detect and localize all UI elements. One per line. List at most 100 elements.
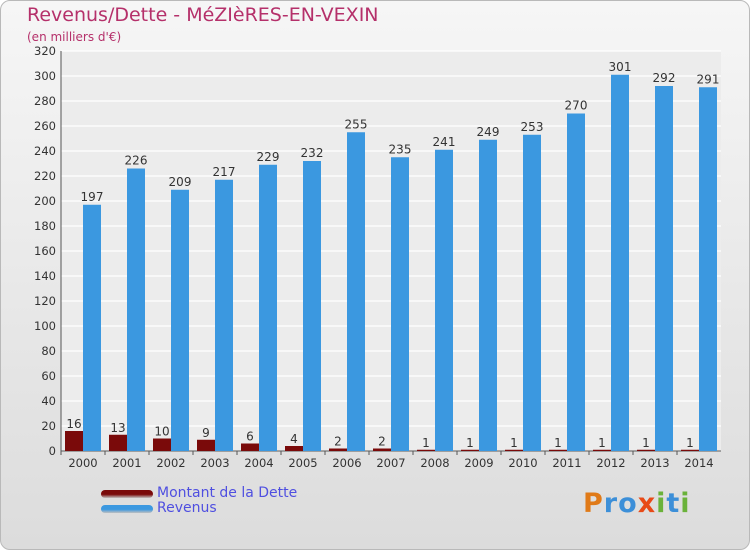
bar-revenus (127, 168, 145, 451)
data-label-revenus: 249 (477, 125, 500, 139)
bar-dette (637, 449, 655, 451)
chart-subtitle: (en milliers d'€) (27, 30, 122, 44)
y-tick-label: 160 (34, 244, 56, 258)
chart-title: Revenus/Dette - MéZIèRES-EN-VEXIN (27, 4, 379, 26)
y-tick-label: 300 (34, 69, 56, 83)
bar-revenus (347, 132, 365, 451)
bar-dette (197, 439, 215, 451)
legend-label-revenus: Revenus (157, 500, 217, 516)
data-label-revenus: 226 (125, 154, 148, 168)
data-label-dette: 1 (686, 436, 694, 450)
bar-revenus (391, 157, 409, 451)
data-label-revenus: 217 (213, 165, 236, 179)
data-label-dette: 2 (334, 435, 342, 449)
bar-dette (241, 443, 259, 451)
data-label-revenus: 255 (345, 117, 368, 131)
y-tick-label: 100 (34, 319, 56, 333)
bar-revenus (171, 189, 189, 451)
logo-letter: P (583, 488, 604, 519)
y-tick-label: 80 (41, 344, 56, 358)
bar-revenus (259, 164, 277, 451)
x-tick-label: 2013 (640, 456, 669, 470)
data-label-revenus: 232 (301, 146, 324, 160)
bar-revenus (303, 161, 321, 451)
data-label-revenus: 270 (565, 99, 588, 113)
y-tick-label: 0 (49, 444, 56, 458)
y-tick-label: 200 (34, 194, 56, 208)
data-label-dette: 13 (110, 421, 125, 435)
x-tick-label: 2010 (508, 456, 537, 470)
logo-letter: r (603, 488, 619, 519)
data-label-revenus: 197 (81, 190, 104, 204)
legend-swatch-revenus (101, 505, 153, 513)
data-label-revenus: 292 (653, 71, 676, 85)
data-label-dette: 1 (466, 436, 474, 450)
y-tick-label: 180 (34, 219, 56, 233)
data-label-dette: 2 (378, 435, 386, 449)
x-tick-label: 2002 (156, 456, 185, 470)
y-tick-label: 120 (34, 294, 56, 308)
bar-dette (153, 438, 171, 451)
data-label-dette: 1 (510, 436, 518, 450)
bar-revenus (479, 139, 497, 451)
bar-revenus (523, 134, 541, 451)
data-label-revenus: 291 (697, 72, 720, 86)
x-tick-label: 2011 (552, 456, 581, 470)
bar-revenus (655, 86, 673, 451)
y-tick-label: 240 (34, 144, 56, 158)
y-tick-label: 40 (41, 394, 56, 408)
bar-dette (285, 446, 303, 451)
bar-revenus (567, 113, 585, 451)
y-tick-label: 320 (34, 44, 56, 58)
data-label-dette: 1 (422, 436, 430, 450)
bar-dette (109, 434, 127, 451)
x-tick-label: 2000 (68, 456, 97, 470)
y-tick-label: 140 (34, 269, 56, 283)
y-tick-label: 220 (34, 169, 56, 183)
logo-letter: o (618, 488, 638, 519)
data-label-dette: 4 (290, 432, 298, 446)
logo-letter: i (680, 488, 691, 519)
legend-swatch-dette (101, 490, 153, 498)
bar-revenus (83, 204, 101, 451)
logo-letter: t (666, 488, 681, 519)
x-tick-label: 2005 (288, 456, 317, 470)
bar-revenus (699, 87, 717, 451)
bar-dette (461, 449, 479, 451)
x-tick-label: 2014 (684, 456, 713, 470)
bar-dette (329, 448, 347, 451)
y-tick-label: 20 (41, 419, 56, 433)
bar-dette (549, 449, 567, 451)
bar-revenus (611, 74, 629, 451)
data-label-dette: 10 (154, 425, 169, 439)
legend-label-dette: Montant de la Dette (157, 485, 298, 501)
y-tick-label: 60 (41, 369, 56, 383)
bar-revenus (215, 179, 233, 451)
x-tick-label: 2008 (420, 456, 449, 470)
y-tick-label: 280 (34, 94, 56, 108)
data-label-revenus: 229 (257, 150, 280, 164)
data-label-revenus: 241 (433, 135, 456, 149)
bar-dette (681, 449, 699, 451)
bar-dette (65, 431, 83, 451)
data-label-revenus: 301 (609, 60, 632, 74)
x-tick-label: 2012 (596, 456, 625, 470)
data-label-revenus: 235 (389, 142, 412, 156)
logo-letter: x (637, 488, 657, 519)
data-label-revenus: 253 (521, 120, 544, 134)
logo-letter: i (656, 488, 667, 519)
bar-dette (417, 449, 435, 451)
x-tick-label: 2006 (332, 456, 361, 470)
proxiti-logo: Proxiti (583, 488, 691, 519)
y-tick-label: 260 (34, 119, 56, 133)
bar-revenus (435, 149, 453, 451)
x-tick-label: 2003 (200, 456, 229, 470)
data-label-dette: 1 (554, 436, 562, 450)
data-label-dette: 9 (202, 426, 210, 440)
bar-dette (593, 449, 611, 451)
x-tick-label: 2001 (112, 456, 141, 470)
bar-dette (373, 448, 391, 451)
data-label-dette: 1 (642, 436, 650, 450)
